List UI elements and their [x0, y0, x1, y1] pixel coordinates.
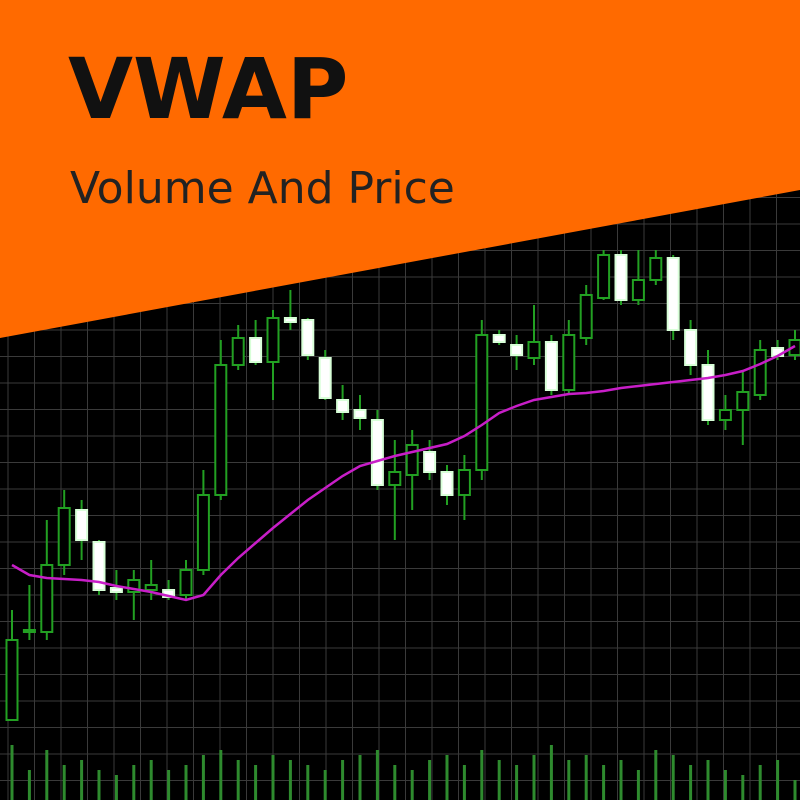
volume-bar [689, 765, 693, 800]
candle-body [353, 409, 367, 419]
candle-body [144, 584, 158, 591]
candle-body [109, 587, 123, 593]
volume-bar [27, 770, 31, 800]
candle-body [510, 344, 524, 356]
volume-bar [288, 760, 292, 800]
volume-bar [671, 755, 675, 800]
volume-bar [654, 750, 658, 800]
volume-bar [167, 770, 171, 800]
volume-bar [97, 770, 101, 800]
volume-bar [306, 765, 310, 800]
candle-body [179, 569, 193, 596]
candle-body [92, 541, 106, 591]
candle-body [614, 254, 628, 301]
volume-bar [584, 755, 588, 800]
volume-bar [515, 765, 519, 800]
candle-body [231, 337, 245, 366]
chart-title: VWAP [68, 40, 348, 138]
volume-bar [393, 765, 397, 800]
candle-body [649, 257, 663, 281]
volume-bar [776, 760, 780, 800]
volume-bar [636, 770, 640, 800]
volume-bar [358, 755, 362, 800]
volume-bar [462, 765, 466, 800]
candle-body [718, 409, 732, 421]
candle-body [753, 349, 767, 396]
candle-body [475, 334, 489, 471]
candle-body [457, 469, 471, 496]
candle-body [318, 357, 332, 399]
candle-body [736, 391, 750, 411]
volume-bar [254, 765, 258, 800]
volume-bar [45, 750, 49, 800]
candle-body [631, 279, 645, 301]
candle-body [370, 419, 384, 486]
volume-bar [271, 755, 275, 800]
candle-body [423, 451, 437, 473]
volume-bar [114, 775, 118, 800]
candle-body [127, 579, 141, 593]
candle-body [283, 317, 297, 323]
candle-body [22, 629, 36, 633]
plot [5, 250, 800, 800]
candle-body [301, 319, 315, 356]
volume-bar [201, 755, 205, 800]
candle-body [562, 334, 576, 391]
volume-bar [497, 760, 501, 800]
volume-bar [706, 760, 710, 800]
volume-bar [445, 755, 449, 800]
volume-bar [184, 765, 188, 800]
volume-bar [236, 760, 240, 800]
volume-bar [567, 760, 571, 800]
volume-bar [758, 765, 762, 800]
candle-body [57, 507, 71, 566]
volume-bar [10, 745, 14, 800]
candle-body [196, 494, 210, 571]
volume-bar [219, 750, 223, 800]
volume-bar [80, 760, 84, 800]
candle-body [5, 639, 19, 721]
candle-body [597, 254, 611, 299]
volume-bar [723, 770, 727, 800]
vwap-line [11, 344, 796, 602]
volume-bar [132, 765, 136, 800]
candle-body [266, 317, 280, 363]
candle-body [336, 399, 350, 413]
volume-bar [532, 755, 536, 800]
candle-body [684, 329, 698, 366]
candle-body [405, 444, 419, 476]
candle-body [214, 364, 228, 496]
candle-body [440, 471, 454, 496]
volume-bar [410, 770, 414, 800]
volume-bar [602, 765, 606, 800]
candle-body [249, 337, 263, 363]
volume-bar [62, 765, 66, 800]
volume-bar [375, 750, 379, 800]
candle-body [579, 294, 593, 339]
volume-bar [428, 760, 432, 800]
volume-bar [323, 770, 327, 800]
candle-body [40, 564, 54, 633]
volume-bar [149, 760, 153, 800]
volume-bar [619, 760, 623, 800]
candle-body [388, 471, 402, 486]
volume-bar [549, 745, 553, 800]
volume-bar [480, 750, 484, 800]
candle-body [492, 334, 506, 343]
volume-bar [341, 760, 345, 800]
volume-bar [741, 775, 745, 800]
candle-body [701, 364, 715, 421]
volume-bar [793, 780, 797, 800]
candle-body [527, 341, 541, 359]
candle-body [544, 341, 558, 391]
chart-subtitle: Volume And Price [70, 163, 455, 214]
banner [0, 0, 800, 338]
candle-body [666, 257, 680, 331]
candle-body [75, 509, 89, 541]
